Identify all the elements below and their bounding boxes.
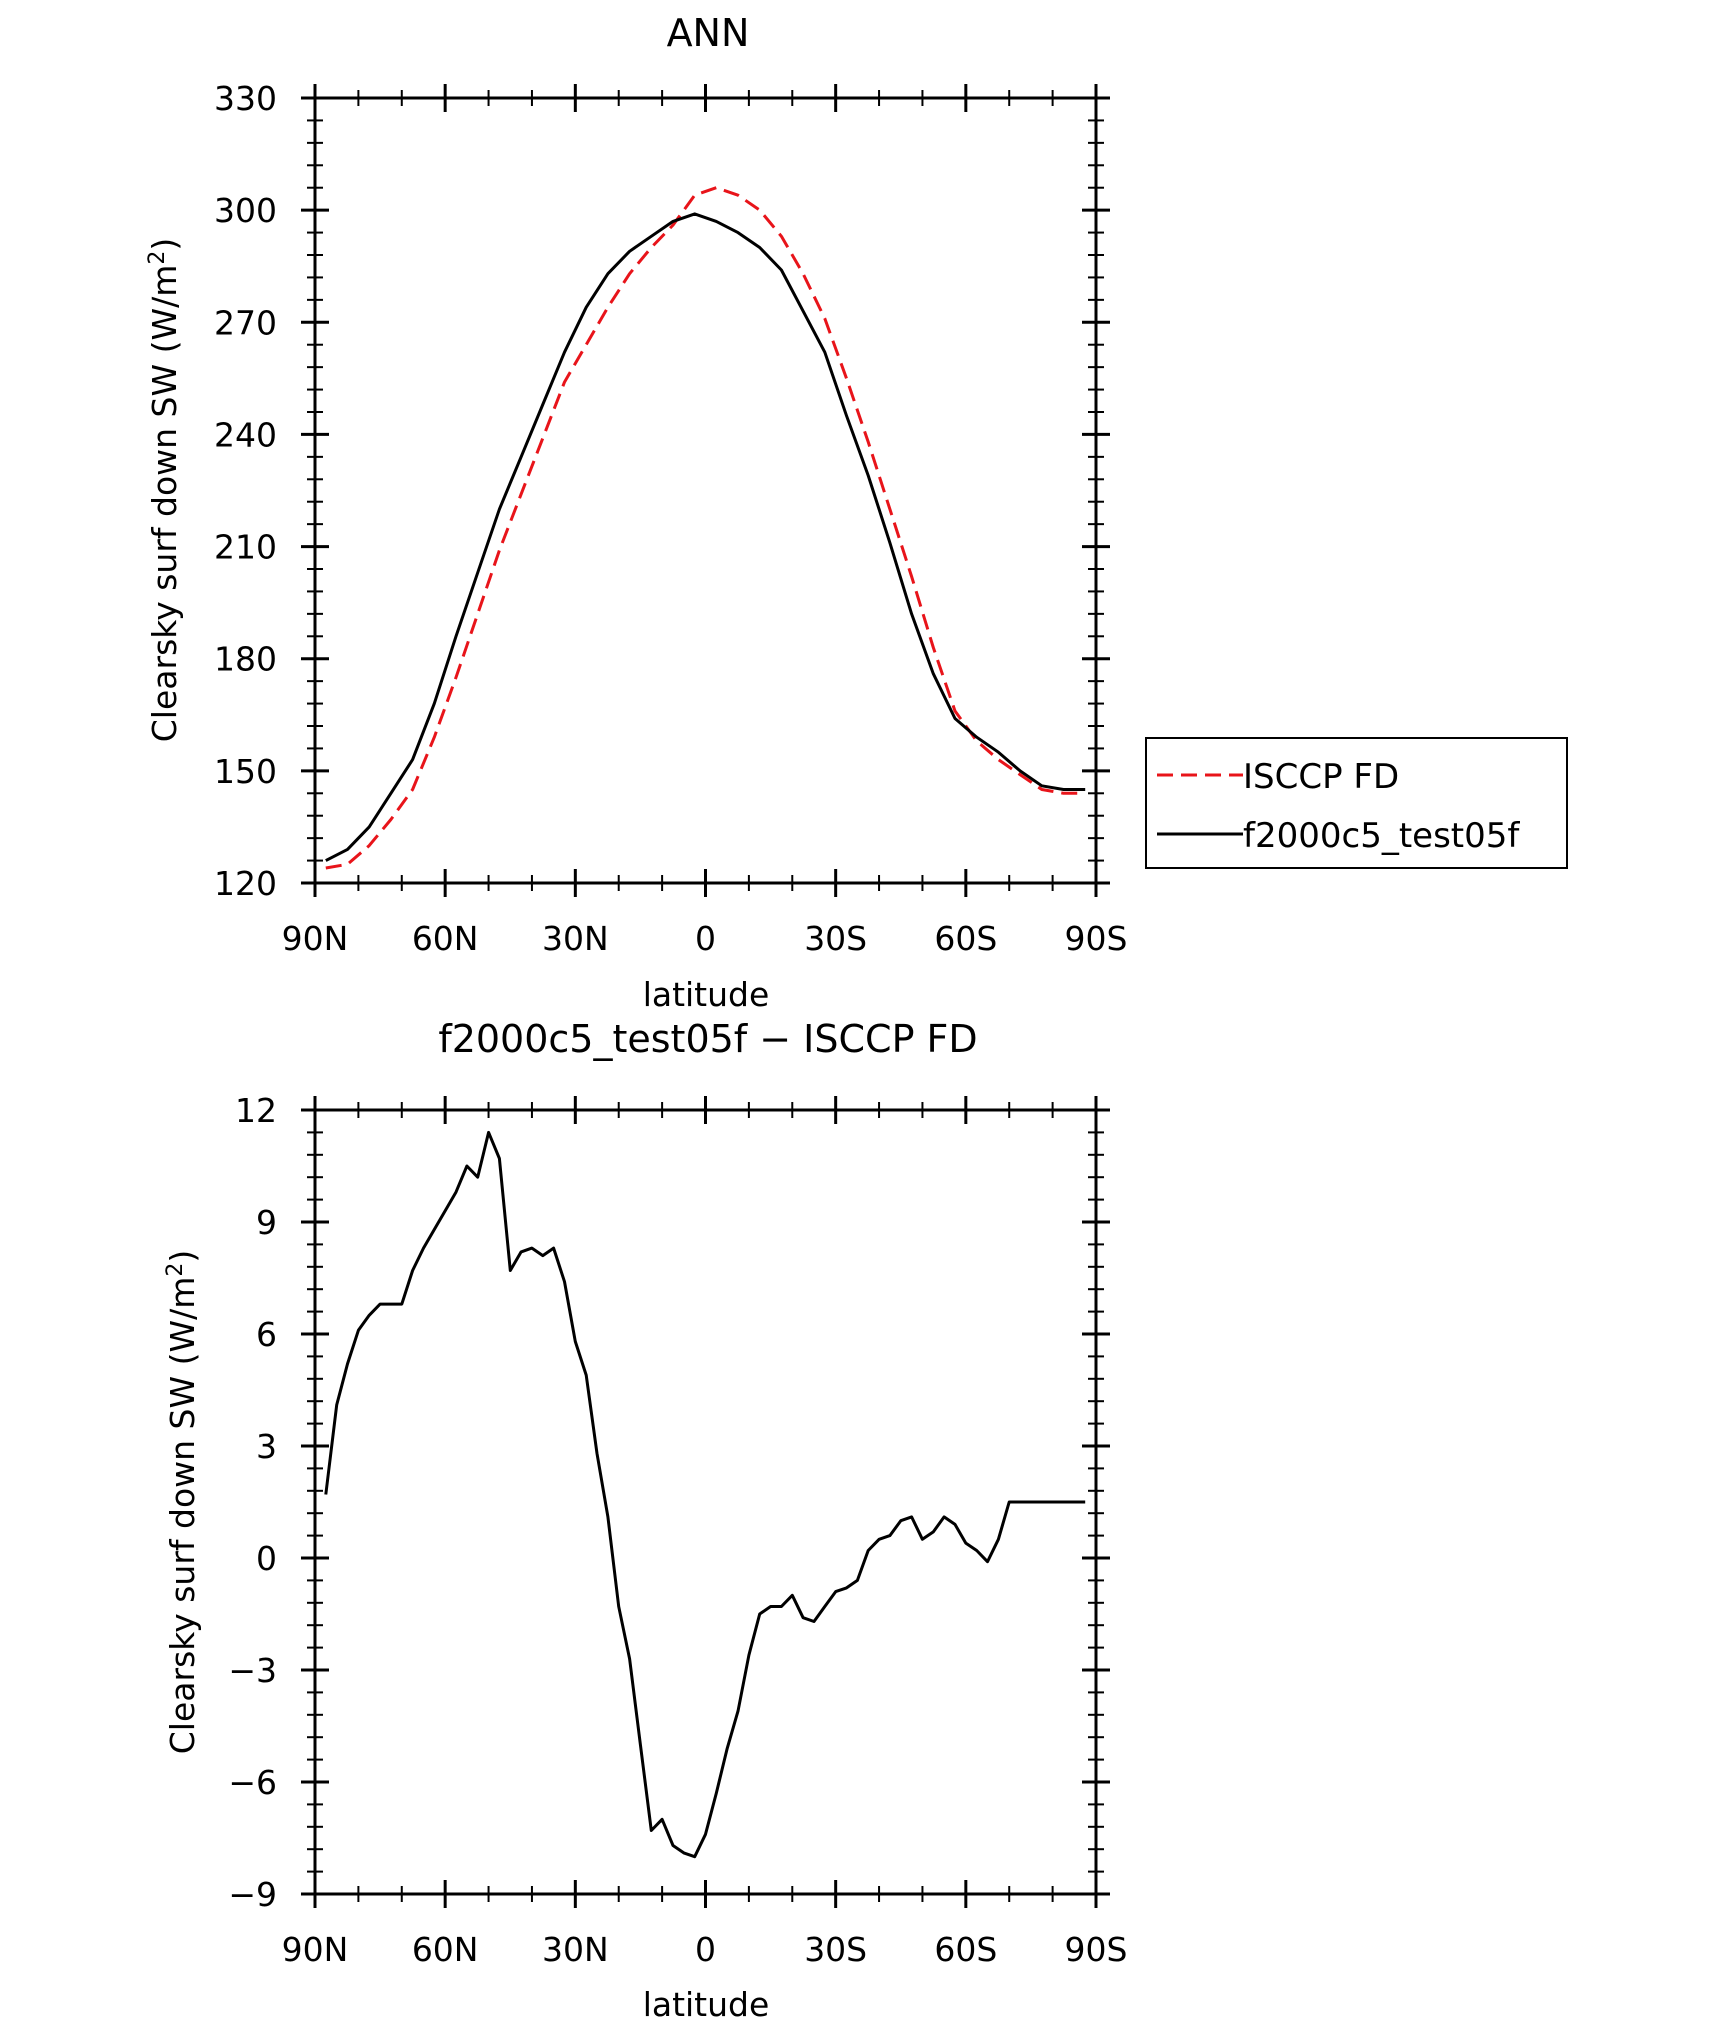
y-tick-label: −6 [228, 1763, 277, 1802]
bottom-y-axis-label: Clearsky surf down SW (W/m2) [163, 1250, 202, 1754]
bottom-chart-title: f2000c5_test05f − ISCCP FD [438, 1017, 977, 1061]
x-tick-label: 30N [542, 1930, 609, 1969]
bottom-ticks [301, 1096, 1110, 1908]
x-tick-label: 60S [934, 1930, 997, 1969]
x-tick-label: 90S [1065, 1930, 1128, 1969]
top-ticks [301, 84, 1110, 897]
top-y-tick-labels: 120 150 180 210 240 270 300 330 [214, 79, 277, 903]
x-tick-label: 60N [412, 919, 479, 958]
x-tick-label: 0 [695, 919, 716, 958]
legend: ISCCP FD f2000c5_test05f [1145, 737, 1568, 869]
x-tick-label: 90N [282, 1930, 349, 1969]
top-x-tick-labels: 90N 60N 30N 0 30S 60S 90S [282, 919, 1128, 958]
bottom-x-tick-labels: 90N 60N 30N 0 30S 60S 90S [282, 1930, 1128, 1969]
series-line-difference [324, 1130, 1086, 1859]
x-tick-label: 60N [412, 1930, 479, 1969]
legend-label-isccp: ISCCP FD [1243, 757, 1399, 797]
top-y-axis-label-sup: 2 [145, 251, 170, 265]
bottom-x-axis-label: latitude [643, 1985, 770, 2021]
y-tick-label: −3 [228, 1651, 277, 1690]
x-tick-label: 90S [1065, 919, 1128, 958]
bottom-y-tick-labels: −9 −6 −3 0 3 6 9 12 [228, 1091, 277, 1914]
top-plot-frame [313, 96, 1098, 885]
y-tick-label: 330 [214, 79, 277, 118]
y-tick-label: 180 [214, 640, 277, 679]
y-tick-label: 0 [256, 1539, 277, 1578]
y-tick-label: 150 [214, 752, 277, 791]
x-tick-label: 30N [542, 919, 609, 958]
y-tick-label: 210 [214, 528, 277, 567]
x-tick-label: 0 [695, 1930, 716, 1969]
series-line-f2000c5-test05f [325, 212, 1086, 862]
top-chart-title: ANN [667, 11, 750, 55]
y-tick-label: 120 [214, 864, 277, 903]
x-tick-label: 90N [282, 919, 349, 958]
series-line-isccp-fd [325, 186, 1086, 870]
bottom-series [324, 1130, 1086, 1859]
y-tick-label: 3 [256, 1427, 277, 1466]
top-series [325, 186, 1086, 870]
y-tick-label: 6 [256, 1315, 277, 1354]
top-y-axis-label-close: ) [145, 238, 184, 251]
y-tick-label: −9 [228, 1875, 277, 1914]
y-tick-label: 270 [214, 303, 277, 342]
top-panel: ANN 120 150 180 210 240 270 300 330 90N 60N 30N 0 3… [145, 11, 1568, 1014]
bottom-plot-frame [313, 1108, 1098, 1896]
x-tick-label: 30S [804, 1930, 867, 1969]
x-tick-label: 60S [934, 919, 997, 958]
x-tick-label: 30S [804, 919, 867, 958]
y-tick-label: 12 [235, 1091, 277, 1130]
y-tick-label: 300 [214, 191, 277, 230]
top-x-axis-label: latitude [643, 975, 770, 1014]
legend-label-model: f2000c5_test05f [1243, 816, 1520, 856]
bottom-y-axis-label-close: ) [163, 1250, 202, 1263]
top-y-axis-label: Clearsky surf down SW (W/m2) [145, 238, 184, 742]
y-tick-label: 9 [256, 1203, 277, 1242]
legend-box [1145, 737, 1568, 869]
bottom-panel: f2000c5_test05f − ISCCP FD −9−6−3036912 … [163, 1017, 1127, 2021]
bottom-y-axis-label-sup: 2 [163, 1263, 188, 1277]
y-tick-label: 240 [214, 415, 277, 454]
